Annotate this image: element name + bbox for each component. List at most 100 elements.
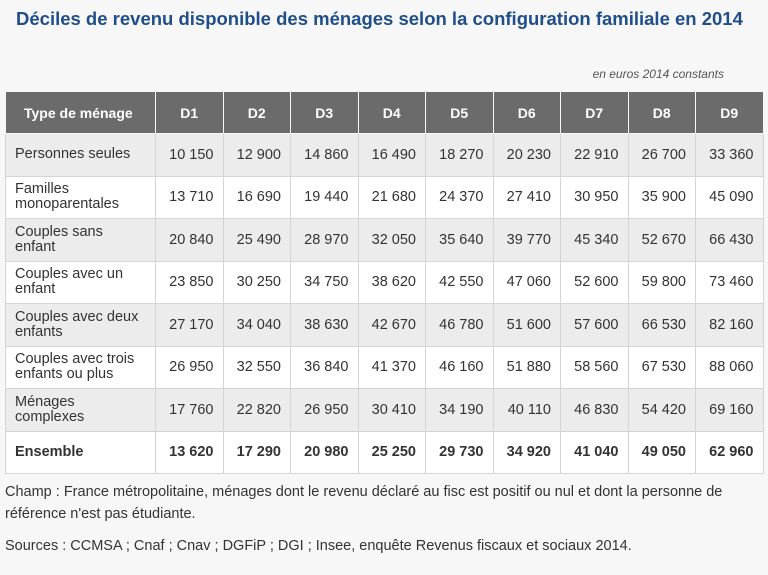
- column-header-d8: D8: [627, 91, 696, 134]
- cell-d4: 38 620: [357, 260, 426, 304]
- cell-d2: 32 550: [222, 345, 291, 389]
- cell-d1: 26 950: [155, 345, 224, 389]
- row-label: Couples avec trois enfants ou plus: [5, 345, 156, 389]
- cell-d8: 26 700: [627, 133, 696, 177]
- page-title: Déciles de revenu disponible des ménages…: [16, 8, 743, 29]
- cell-d7: 57 600: [560, 303, 629, 347]
- column-header-d6: D6: [492, 91, 561, 134]
- column-header-d3: D3: [290, 91, 359, 134]
- cell-d3: 19 440: [290, 175, 359, 219]
- table-body: Personnes seules 10 150 12 900 14 860 16 490…: [5, 133, 764, 474]
- row-label: Ensemble: [5, 430, 156, 474]
- champ-note: Champ : France métropolitaine, ménages d…: [5, 484, 723, 522]
- cell-d9: 82 160: [695, 303, 764, 347]
- cell-d6: 34 920: [492, 430, 561, 474]
- column-header-d7: D7: [560, 91, 629, 134]
- cell-d5: 34 190: [425, 388, 494, 432]
- cell-d5: 35 640: [425, 218, 494, 262]
- unit-note: en euros 2014 constants: [592, 67, 724, 81]
- column-header-d2: D2: [222, 91, 291, 134]
- cell-d9: 69 160: [695, 388, 764, 432]
- table-row: Familles monoparentales 13 710 16 690 19 44…: [5, 175, 764, 219]
- cell-d2: 25 490: [222, 218, 291, 262]
- cell-d3: 34 750: [290, 260, 359, 304]
- cell-d9: 88 060: [695, 345, 764, 389]
- notes: Champ : France métropolitaine, ménages d…: [5, 481, 763, 557]
- cell-d5: 29 730: [425, 430, 494, 474]
- cell-d3: 36 840: [290, 345, 359, 389]
- cell-d9: 62 960: [695, 430, 764, 474]
- row-label: Familles monoparentales: [5, 175, 156, 219]
- column-header-d9: D9: [695, 91, 764, 134]
- cell-d7: 22 910: [560, 133, 629, 177]
- cell-d6: 20 230: [492, 133, 561, 177]
- cell-d6: 51 880: [492, 345, 561, 389]
- cell-d5: 42 550: [425, 260, 494, 304]
- table-row: Couples avec trois enfants ou plus 26 950…: [5, 345, 764, 389]
- column-header-d5: D5: [425, 91, 494, 134]
- cell-d7: 30 950: [560, 175, 629, 219]
- cell-d6: 47 060: [492, 260, 561, 304]
- cell-d1: 20 840: [155, 218, 224, 262]
- cell-d7: 52 600: [560, 260, 629, 304]
- table-header-row: Type de ménage D1 D2 D3 D4 D5 D6 D7 D8 D9: [5, 91, 764, 134]
- cell-d9: 73 460: [695, 260, 764, 304]
- table-row: Couples sans enfant 20 840 25 490 28 970 32 …: [5, 218, 764, 262]
- cell-d4: 21 680: [357, 175, 426, 219]
- cell-d4: 16 490: [357, 133, 426, 177]
- cell-d7: 41 040: [560, 430, 629, 474]
- column-header-d4: D4: [357, 91, 426, 134]
- cell-d4: 41 370: [357, 345, 426, 389]
- cell-d9: 66 430: [695, 218, 764, 262]
- cell-d4: 25 250: [357, 430, 426, 474]
- cell-d3: 14 860: [290, 133, 359, 177]
- row-label: Couples sans enfant: [5, 218, 156, 262]
- cell-d3: 38 630: [290, 303, 359, 347]
- cell-d8: 59 800: [627, 260, 696, 304]
- cell-d7: 58 560: [560, 345, 629, 389]
- column-header-type: Type de ménage: [5, 91, 156, 134]
- cell-d3: 20 980: [290, 430, 359, 474]
- cell-d6: 27 410: [492, 175, 561, 219]
- cell-d1: 27 170: [155, 303, 224, 347]
- total-row: Ensemble 13 620 17 290 20 980 25 250 29 730 34…: [5, 430, 764, 474]
- cell-d5: 24 370: [425, 175, 494, 219]
- cell-d7: 45 340: [560, 218, 629, 262]
- row-label: Personnes seules: [5, 133, 156, 177]
- cell-d2: 34 040: [222, 303, 291, 347]
- cell-d6: 51 600: [492, 303, 561, 347]
- cell-d9: 33 360: [695, 133, 764, 177]
- table-row: Personnes seules 10 150 12 900 14 860 16 490…: [5, 133, 764, 177]
- cell-d3: 28 970: [290, 218, 359, 262]
- cell-d2: 16 690: [222, 175, 291, 219]
- cell-d1: 23 850: [155, 260, 224, 304]
- cell-d4: 42 670: [357, 303, 426, 347]
- cell-d1: 13 710: [155, 175, 224, 219]
- cell-d6: 39 770: [492, 218, 561, 262]
- cell-d8: 67 530: [627, 345, 696, 389]
- cell-d1: 10 150: [155, 133, 224, 177]
- cell-d4: 30 410: [357, 388, 426, 432]
- table-row: Ménages complexes 17 760 22 820 26 950 30 41…: [5, 388, 764, 432]
- cell-d7: 46 830: [560, 388, 629, 432]
- cell-d5: 46 160: [425, 345, 494, 389]
- cell-d5: 18 270: [425, 133, 494, 177]
- cell-d8: 52 670: [627, 218, 696, 262]
- row-label: Couples avec un enfant: [5, 260, 156, 304]
- deciles-table: Type de ménage D1 D2 D3 D4 D5 D6 D7 D8 D9 Personn…: [5, 91, 764, 474]
- cell-d5: 46 780: [425, 303, 494, 347]
- column-header-d1: D1: [155, 91, 224, 134]
- cell-d8: 35 900: [627, 175, 696, 219]
- table-row: Couples avec deux enfants 27 170 34 040 38 …: [5, 303, 764, 347]
- cell-d1: 17 760: [155, 388, 224, 432]
- row-label: Couples avec deux enfants: [5, 303, 156, 347]
- cell-d2: 30 250: [222, 260, 291, 304]
- sources-note: Sources : CCMSA ; Cnaf ; Cnav ; DGFiP ; …: [5, 538, 632, 554]
- cell-d9: 45 090: [695, 175, 764, 219]
- row-label: Ménages complexes: [5, 388, 156, 432]
- cell-d1: 13 620: [155, 430, 224, 474]
- table-row: Couples avec un enfant 23 850 30 250 34 750…: [5, 260, 764, 304]
- cell-d8: 49 050: [627, 430, 696, 474]
- cell-d8: 66 530: [627, 303, 696, 347]
